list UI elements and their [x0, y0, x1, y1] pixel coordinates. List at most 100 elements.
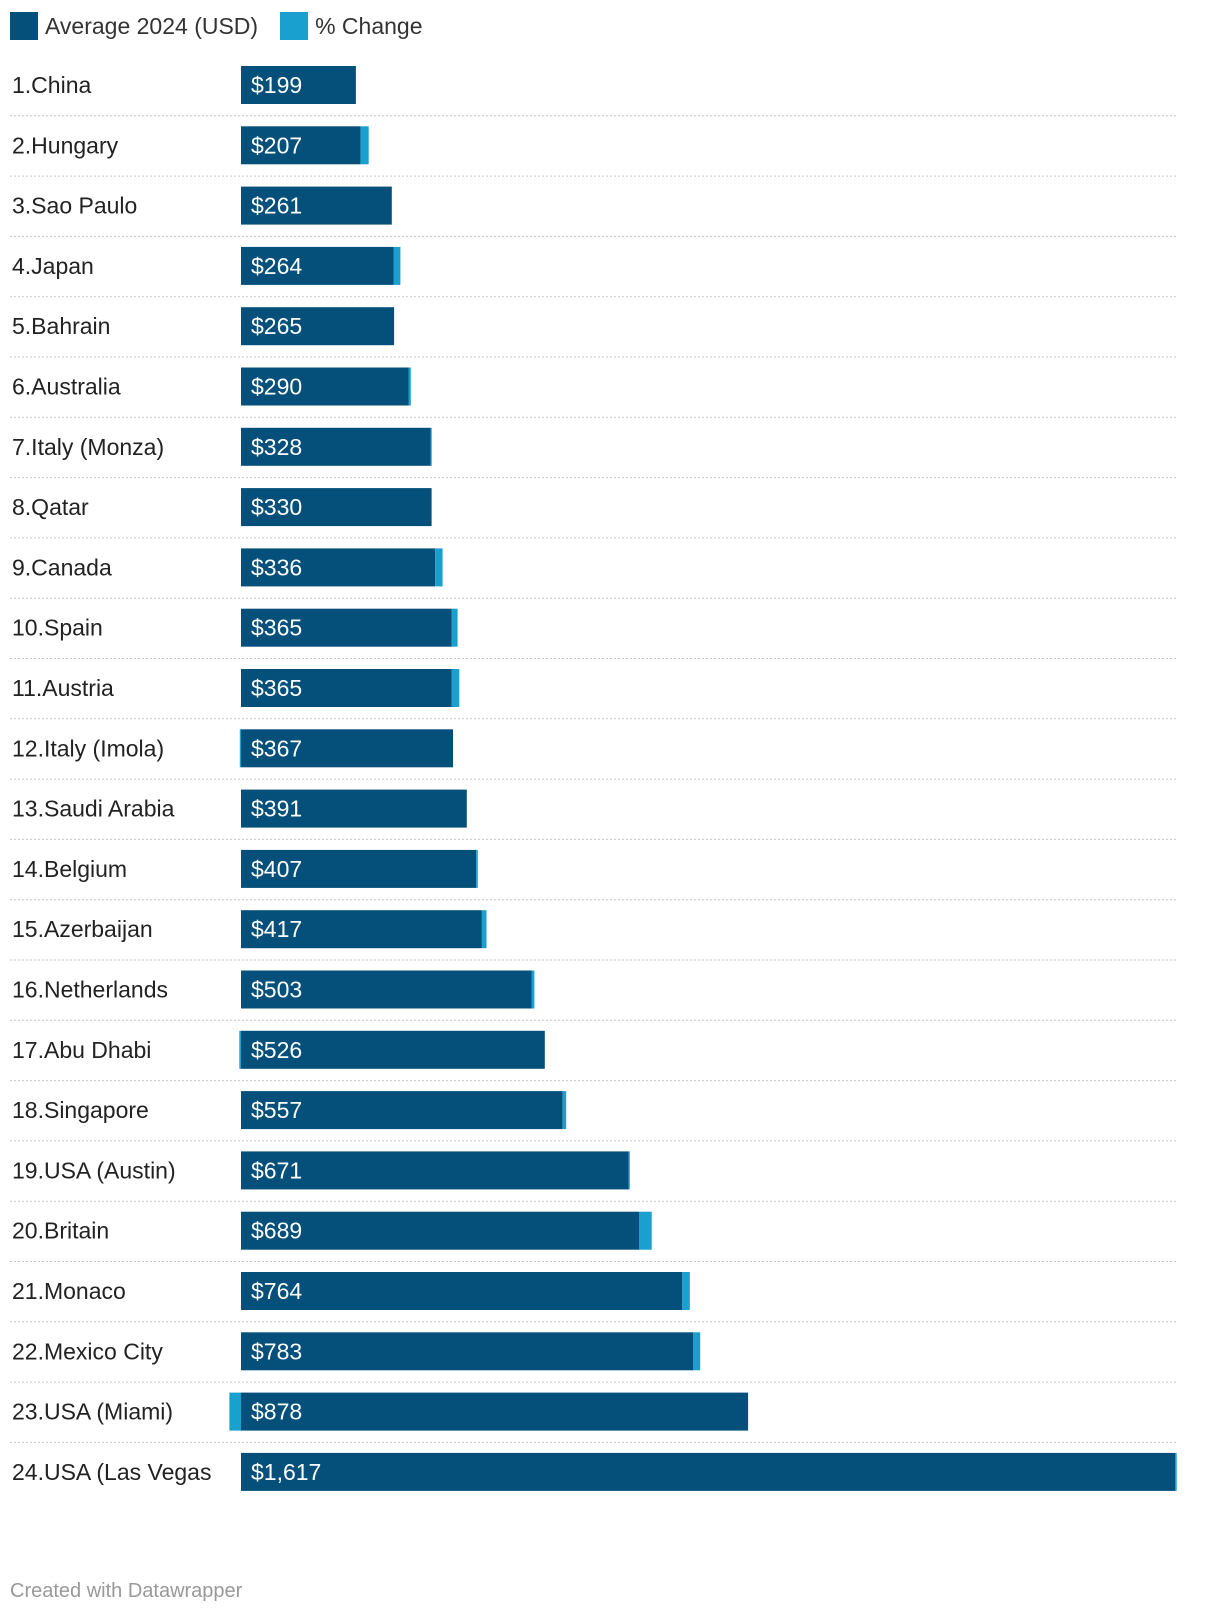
- footer-credit: Created with Datawrapper: [10, 1580, 243, 1602]
- value-label: $503: [251, 977, 302, 1003]
- category-label: 5.Bahrain: [12, 313, 110, 339]
- category-label: 1.China: [12, 72, 91, 98]
- bar-change: [239, 729, 241, 768]
- bar-change: [239, 1030, 241, 1069]
- category-label: 10.Spain: [12, 615, 103, 641]
- legend-item-change: % Change: [280, 12, 423, 40]
- bar-change: [229, 1392, 241, 1431]
- category-label: 20.Britain: [12, 1218, 109, 1244]
- category-label: 22.Mexico City: [12, 1338, 163, 1364]
- category-label: 6.Australia: [12, 374, 121, 400]
- bar-change: [481, 910, 487, 949]
- legend: Average 2024 (USD) % Change: [10, 11, 445, 41]
- category-label: 13.Saudi Arabia: [12, 796, 175, 822]
- category-label: 21.Monaco: [12, 1278, 126, 1304]
- bar-average: [241, 1211, 639, 1250]
- bar-change: [393, 246, 401, 285]
- bar-change: [693, 1332, 701, 1371]
- value-label: $671: [251, 1157, 302, 1183]
- bar-average: [241, 970, 532, 1009]
- value-label: $336: [251, 554, 302, 580]
- category-label: 8.Qatar: [12, 494, 89, 520]
- value-label: $290: [251, 374, 302, 400]
- bar-average: [241, 246, 394, 285]
- category-label: 4.Japan: [12, 253, 94, 279]
- bar-change: [451, 608, 458, 647]
- category-label: 16.Netherlands: [12, 977, 168, 1003]
- bar-change: [430, 427, 432, 466]
- bar-average: [241, 1151, 629, 1190]
- category-label: 19.USA (Austin): [12, 1157, 176, 1183]
- value-label: $689: [251, 1218, 302, 1244]
- category-label: 12.Italy (Imola): [12, 735, 164, 761]
- value-label: $365: [251, 675, 302, 701]
- category-label: 3.Sao Paulo: [12, 193, 137, 219]
- value-label: $417: [251, 916, 302, 942]
- category-label: 23.USA (Miami): [12, 1399, 173, 1425]
- bar-change: [531, 970, 535, 1009]
- bar-average: [241, 126, 361, 165]
- value-label: $878: [251, 1399, 302, 1425]
- value-label: $264: [251, 253, 302, 279]
- bar-average: [241, 548, 436, 587]
- category-label: 14.Belgium: [12, 856, 127, 882]
- value-label: $764: [251, 1278, 302, 1304]
- value-label: $328: [251, 434, 302, 460]
- category-label: 11.Austria: [12, 675, 114, 701]
- bar-average: [241, 669, 452, 707]
- bar-average: [241, 1452, 1175, 1491]
- bar-change: [682, 1272, 690, 1310]
- bar-change: [435, 548, 443, 587]
- bar-average: [241, 307, 395, 346]
- category-label: 2.Hungary: [12, 132, 119, 158]
- bar-average: [241, 427, 431, 466]
- bar-average: [241, 367, 409, 406]
- value-label: $407: [251, 856, 302, 882]
- legend-swatch-change: [280, 12, 309, 40]
- legend-label-average: Average 2024 (USD): [45, 12, 259, 39]
- value-label: $330: [251, 494, 302, 520]
- bar-change: [562, 1091, 567, 1130]
- legend-label-change: % Change: [315, 12, 423, 39]
- bar-average: [241, 729, 453, 768]
- bar-average: [241, 789, 467, 828]
- bar-change: [408, 367, 411, 406]
- bar-average: [241, 1030, 545, 1069]
- bar-average: [241, 608, 452, 647]
- value-label: $526: [251, 1037, 302, 1063]
- bar-average: [241, 1332, 694, 1371]
- value-label: $207: [251, 132, 302, 158]
- category-label: 15.Azerbaijan: [12, 916, 153, 942]
- category-label: 24.USA (Las Vegas: [12, 1459, 211, 1485]
- value-label: $367: [251, 735, 302, 761]
- category-label: 9.Canada: [12, 554, 112, 580]
- value-label: $1,617: [251, 1459, 321, 1485]
- bar-average: [241, 1272, 683, 1310]
- value-label: $557: [251, 1097, 302, 1123]
- bar-chart: 1.China $199 2.Hungary $207 3.Sao Paulo $261 4…: [10, 66, 1177, 1491]
- value-label: $783: [251, 1338, 302, 1364]
- bar-average: [241, 488, 432, 527]
- bar-change: [639, 1211, 652, 1250]
- category-label: 7.Italy (Monza): [12, 434, 164, 460]
- category-label: 17.Abu Dhabi: [12, 1037, 151, 1063]
- legend-swatch-average: [10, 12, 38, 40]
- bar-change: [476, 849, 478, 888]
- bar-change: [1175, 1452, 1177, 1491]
- value-label: $265: [251, 313, 302, 339]
- value-label: $365: [251, 615, 302, 641]
- bar-change: [628, 1151, 630, 1190]
- category-label: 18.Singapore: [12, 1097, 149, 1123]
- bar-average: [241, 910, 482, 949]
- bar-average: [241, 186, 392, 225]
- bar-change: [451, 669, 460, 707]
- legend-item-average: Average 2024 (USD): [10, 12, 258, 40]
- bar-average: [241, 1392, 749, 1431]
- value-label: $261: [251, 193, 302, 219]
- value-label: $391: [251, 796, 302, 822]
- value-label: $199: [251, 72, 302, 98]
- bar-average: [241, 1091, 563, 1130]
- bar-average: [241, 849, 477, 888]
- bar-average: [241, 66, 356, 104]
- bar-change: [360, 126, 369, 165]
